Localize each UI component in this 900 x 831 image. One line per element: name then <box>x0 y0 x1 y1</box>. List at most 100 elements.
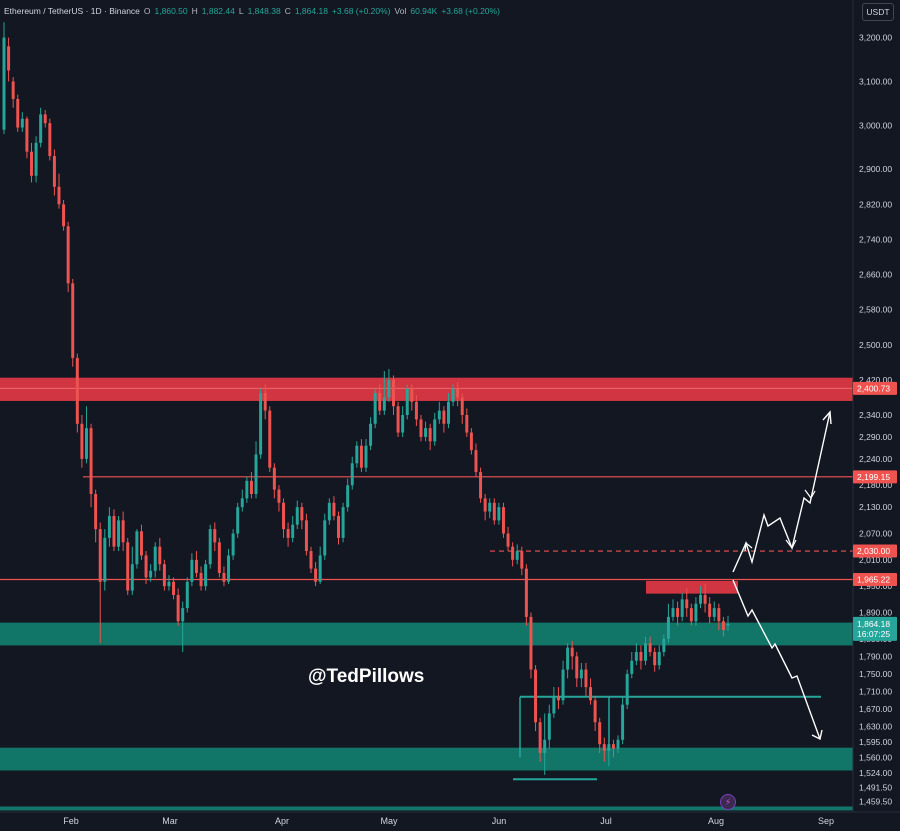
candle-body <box>602 744 606 751</box>
candle-body <box>547 713 551 740</box>
candle-body <box>172 581 176 595</box>
candle-body <box>89 428 93 494</box>
price-tick-label: 1,524.00 <box>859 768 892 778</box>
candle-body <box>181 608 185 622</box>
price-label-text: 1,965.22 <box>857 574 890 584</box>
candle-body <box>364 445 368 468</box>
candle-body <box>346 485 350 508</box>
time-tick-label: Jul <box>600 816 612 826</box>
symbol-info-bar: Ethereum / TetherUS · 1D · Binance O 1,86… <box>4 4 500 18</box>
time-axis[interactable]: Feb Mar Apr May Jun Jul Aug Sep <box>0 811 900 826</box>
candle-body <box>52 156 56 187</box>
candles-layer <box>2 22 730 775</box>
currency-button[interactable]: USDT <box>862 3 894 21</box>
countdown-text: 16:07:25 <box>857 629 890 639</box>
candle-body <box>153 546 157 571</box>
candle-body <box>337 515 340 538</box>
candle-body <box>392 379 395 407</box>
open-label: O <box>143 6 151 16</box>
price-tick-label: 1,560.00 <box>859 752 892 762</box>
candle-body <box>630 660 634 674</box>
candle-body <box>579 669 583 679</box>
price-label-text: 2,400.73 <box>857 383 890 393</box>
candle-body <box>62 204 66 227</box>
resistance-zone <box>0 377 853 401</box>
flash-icon[interactable]: ⚡ <box>720 794 736 810</box>
candle-body <box>204 564 208 587</box>
candle-body <box>332 502 336 516</box>
price-label-bg <box>853 572 897 586</box>
candle-body <box>194 559 198 573</box>
candle-body <box>75 357 79 424</box>
candle-body <box>543 739 547 753</box>
candle-body <box>607 744 611 751</box>
time-tick-label: Mar <box>162 816 178 826</box>
candle-body <box>465 415 469 433</box>
symbol-label[interactable]: Ethereum / TetherUS · 1D · Binance <box>4 6 140 16</box>
candle-body <box>66 226 70 284</box>
candle-body <box>373 393 377 424</box>
candle-body <box>30 151 33 176</box>
candle-body <box>621 704 625 740</box>
candle-body <box>318 555 322 582</box>
price-tick-label: 1,710.00 <box>859 687 892 697</box>
candle-body <box>575 656 579 679</box>
candle-body <box>401 415 405 433</box>
resistance-zone <box>646 580 738 594</box>
candle-body <box>424 428 428 437</box>
candle-body <box>483 498 487 512</box>
candle-body <box>680 599 684 617</box>
high-value: 1,882.44 <box>201 6 235 16</box>
candle-body <box>341 507 345 538</box>
price-tick-label: 2,900.00 <box>859 164 892 174</box>
candle-body <box>428 428 432 442</box>
zones-layer <box>0 377 853 811</box>
candle-body <box>520 551 524 569</box>
candle-body <box>570 647 574 657</box>
candle-body <box>103 537 107 582</box>
price-tick-label: 1,890.00 <box>859 608 892 618</box>
candle-body <box>126 542 130 591</box>
candle-body <box>117 520 121 547</box>
price-tick-label: 2,420.00 <box>859 375 892 385</box>
candle-body <box>479 472 483 499</box>
candle-body <box>676 608 680 617</box>
candle-body <box>272 467 276 490</box>
time-tick-label: Sep <box>818 816 834 826</box>
candle-body <box>57 186 61 205</box>
price-tick-label: 2,740.00 <box>859 234 892 244</box>
price-tick-label: 1,630.00 <box>859 722 892 732</box>
support-zone <box>0 806 853 811</box>
candle-body <box>396 406 400 433</box>
price-tick-label: 2,290.00 <box>859 432 892 442</box>
candle-body <box>268 410 272 468</box>
price-axis[interactable]: 3,200.00 3,100.00 3,000.00 2,900.00 2,820.00… <box>852 0 900 831</box>
candle-body <box>410 388 414 402</box>
candle-body <box>80 423 84 459</box>
high-label: H <box>191 6 198 16</box>
candle-body <box>712 608 716 617</box>
price-axis-bg <box>853 0 900 831</box>
time-tick-label: May <box>380 816 398 826</box>
close-label: C <box>284 6 291 16</box>
candle-body <box>144 555 148 578</box>
candle-body <box>98 529 102 582</box>
candle-body <box>382 397 386 411</box>
time-tick-label: Jun <box>492 816 507 826</box>
candle-body <box>446 401 450 424</box>
candle-body <box>199 573 203 587</box>
current-price-text: 1,864.18 <box>857 619 890 629</box>
candle-body <box>208 529 212 565</box>
candle-body <box>699 594 702 604</box>
candle-body <box>378 393 382 411</box>
candle-body <box>648 643 652 652</box>
time-tick-label: Aug <box>708 816 724 826</box>
candle-body <box>524 568 528 617</box>
candle-body <box>291 524 295 538</box>
candle-body <box>158 546 162 565</box>
candle-body <box>84 428 88 459</box>
price-label-bg <box>853 470 897 484</box>
candle-body <box>538 722 542 753</box>
candle-body <box>492 502 496 521</box>
